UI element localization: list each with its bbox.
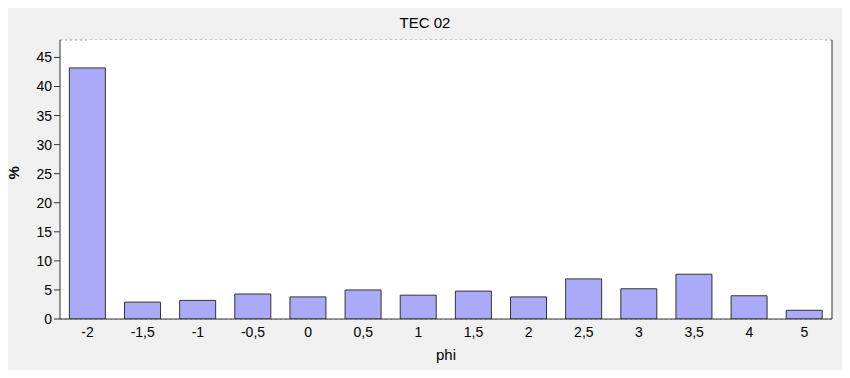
svg-text:15: 15 xyxy=(36,224,52,240)
html-text:TEC 02: TEC 02 xyxy=(399,14,451,31)
svg-text:35: 35 xyxy=(36,108,52,124)
svg-text:20: 20 xyxy=(36,195,52,211)
svg-text:30: 30 xyxy=(36,137,52,153)
svg-text:-1: -1 xyxy=(192,324,205,340)
svg-text:-0,5: -0,5 xyxy=(241,324,265,340)
svg-text:0: 0 xyxy=(304,324,312,340)
svg-text:2: 2 xyxy=(525,324,533,340)
svg-text:40: 40 xyxy=(36,78,52,94)
svg-text:3,5: 3,5 xyxy=(684,324,704,340)
svg-text:-1,5: -1,5 xyxy=(131,324,155,340)
svg-text:0: 0 xyxy=(44,311,52,327)
svg-text:45: 45 xyxy=(36,49,52,65)
svg-text:0,5: 0,5 xyxy=(354,324,374,340)
svg-text:2,5: 2,5 xyxy=(574,324,594,340)
svg-text:phi: phi xyxy=(436,346,456,363)
svg-text:3: 3 xyxy=(635,324,643,340)
svg-text:%: % xyxy=(8,166,22,179)
svg-text:-2: -2 xyxy=(81,324,94,340)
svg-text:5: 5 xyxy=(801,324,809,340)
svg-text:1,5: 1,5 xyxy=(464,324,484,340)
svg-text:4: 4 xyxy=(745,324,753,340)
svg-text:5: 5 xyxy=(44,282,52,298)
svg-text:25: 25 xyxy=(36,166,52,182)
svg-text:10: 10 xyxy=(36,253,52,269)
svg-text:1: 1 xyxy=(415,324,423,340)
